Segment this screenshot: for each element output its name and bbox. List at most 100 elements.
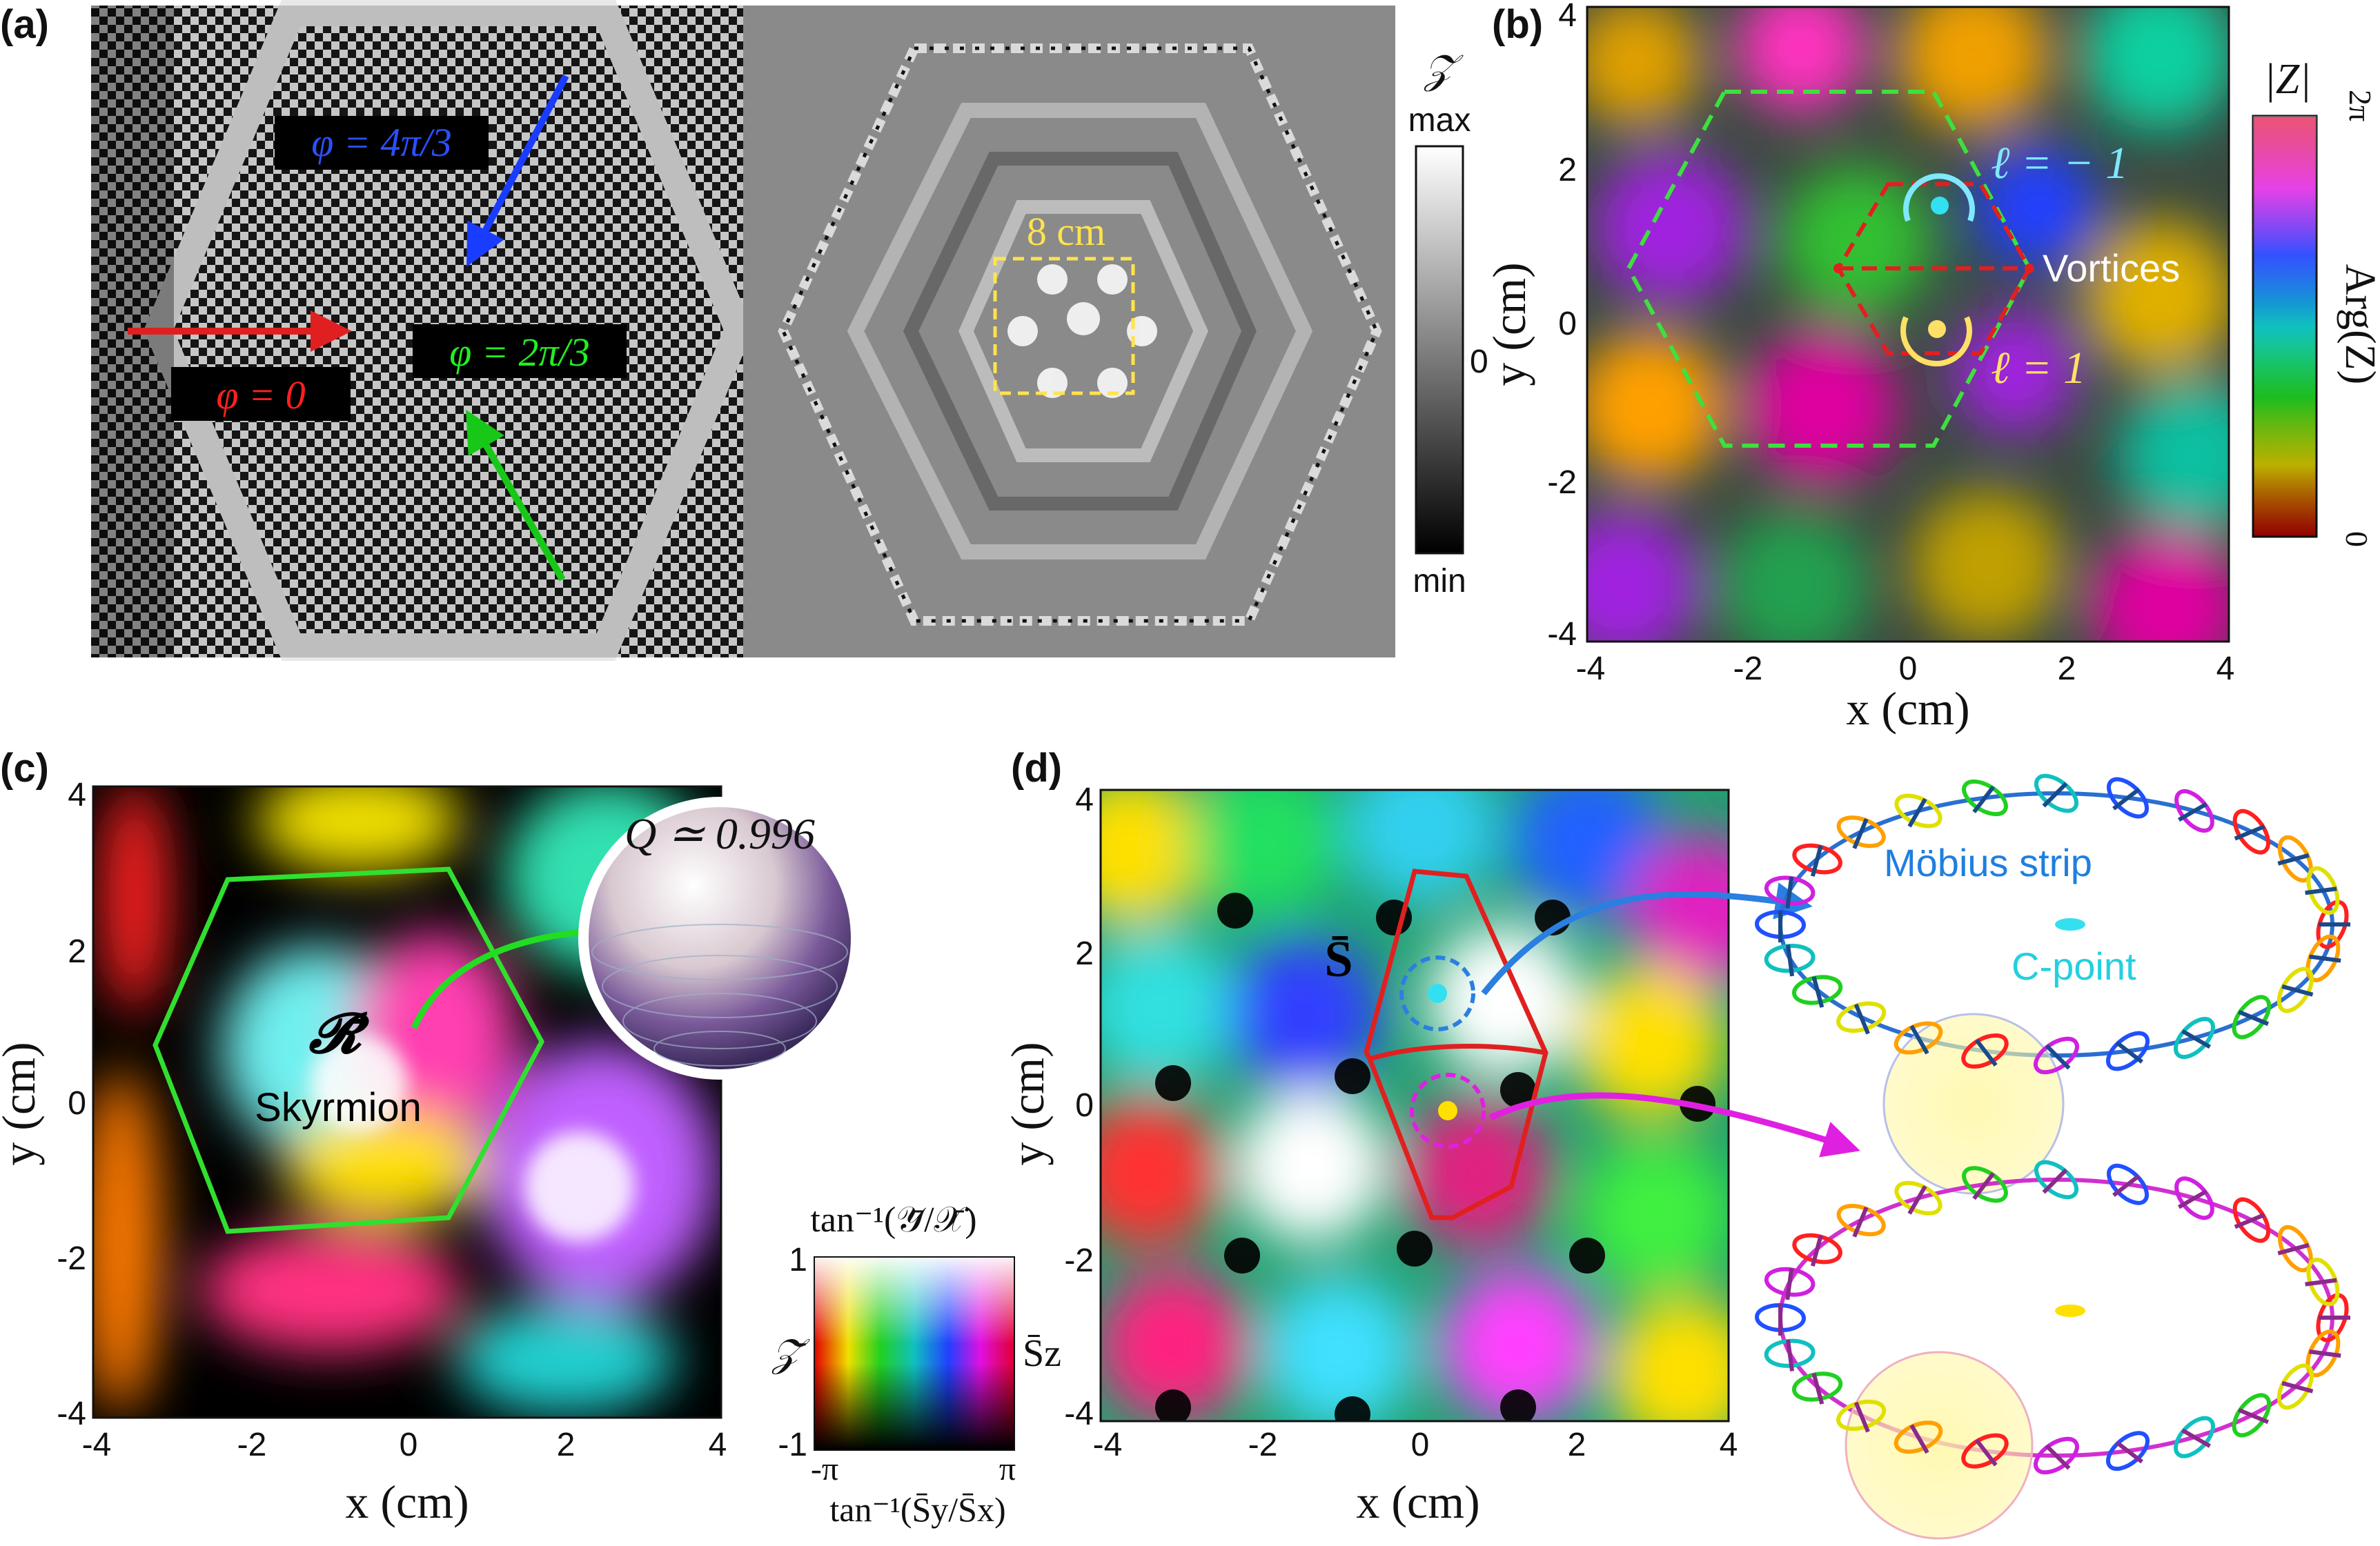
c-xtick-4: 4 xyxy=(709,1427,727,1463)
poincare-sphere xyxy=(589,807,851,1069)
vortex-bottom-label: ℓ = 1 xyxy=(1991,343,2086,393)
spin-arrow xyxy=(2115,1440,2143,1464)
panel-label-c: (c) xyxy=(0,746,49,791)
c-ytick-2: 0 xyxy=(68,1085,86,1122)
colorbar-b-top: 2π xyxy=(2343,90,2378,121)
spin-arrow xyxy=(1786,944,1794,977)
polarization-ellipse xyxy=(2276,1363,2314,1410)
c-xtick-3: 2 xyxy=(557,1427,576,1463)
polarization-ellipse xyxy=(2034,1036,2079,1075)
unit-cell-outline xyxy=(1364,869,1548,1220)
field-maxima xyxy=(1007,264,1157,398)
b-ytick-1: -2 xyxy=(1547,464,1577,501)
spin-arrow xyxy=(1909,1024,1929,1055)
b-ytick-2: 0 xyxy=(1558,306,1577,342)
polarization-ellipse xyxy=(2306,866,2340,915)
colorbar-a-min: min xyxy=(1413,563,1466,599)
spin-arrow xyxy=(2181,1029,2212,1049)
legend-c-xleft: -π xyxy=(811,1451,838,1487)
spin-arrow xyxy=(1974,1038,1998,1067)
cpoint-top-ring xyxy=(1399,955,1475,1031)
panel-label-d: (d) xyxy=(1011,746,1063,791)
arrow-green xyxy=(466,409,566,582)
polarization-ellipse xyxy=(2316,1293,2349,1342)
mobius-strip-top: Möbius strip C-point xyxy=(1755,773,2350,1195)
spin-arrow xyxy=(2277,1242,2310,1256)
colorbar-b-right-title: Arg(Z) xyxy=(2337,264,2380,384)
polarization-ellipse xyxy=(2232,1197,2271,1243)
spin-arrow xyxy=(2112,1174,2141,1198)
colorbar-a-max: max xyxy=(1408,102,1471,139)
phase-label-0: φ = 0 xyxy=(216,373,305,417)
spin-arrow xyxy=(1785,876,1794,909)
colorbar-a-title: 𝒵 xyxy=(1424,47,1464,92)
spin-arrow xyxy=(2305,886,2337,895)
arrow-to-mobius-bottom xyxy=(1489,1092,1860,1158)
d-xtick-0: -4 xyxy=(1093,1427,1123,1463)
panel-c-yticks: -4 -2 0 2 4 xyxy=(57,777,86,1432)
panel-c: 𝓡̄ Skyrmion Q ≃ 0.996 -4 -2 0 2 4 -4 -2 … xyxy=(0,777,1061,1529)
panel-b-xticks: -4 -2 0 2 4 xyxy=(1576,651,2235,687)
spin-arrow xyxy=(2112,787,2141,811)
polarization-ellipse xyxy=(2106,1031,2150,1071)
polarization-ellipse xyxy=(2306,1257,2340,1307)
spin-arrow xyxy=(2309,954,2341,963)
polarization-ellipse xyxy=(2174,1176,2214,1220)
spin-arrow xyxy=(1972,785,1996,813)
cpoint-bottom xyxy=(1438,1101,1457,1120)
legend-c-ybottom: -1 xyxy=(778,1427,807,1463)
c-xtick-1: -2 xyxy=(237,1427,267,1463)
b-xtick-3: 2 xyxy=(2058,651,2076,687)
cpoint-top xyxy=(1428,984,1447,1003)
spin-arrow xyxy=(1852,1206,1869,1238)
green-hexagon xyxy=(1626,90,2032,448)
arrow-blue xyxy=(466,74,569,267)
panel-d-xticks: -4 -2 0 2 4 xyxy=(1093,1427,1738,1463)
polarization-ellipse xyxy=(2316,900,2349,949)
panel-c-xticks: -4 -2 0 2 4 xyxy=(82,1427,727,1463)
polarization-ellipse xyxy=(2174,789,2214,833)
spin-arrow xyxy=(2115,1040,2143,1064)
d-xlabel: x (cm) xyxy=(1356,1476,1479,1528)
spin-arrow xyxy=(1907,1185,1927,1215)
spin-arrow xyxy=(2305,1278,2337,1287)
polarization-ellipse xyxy=(2277,1225,2313,1273)
d-xtick-1: -2 xyxy=(1248,1427,1278,1463)
spin-arrow xyxy=(1907,797,1927,828)
polarization-ellipse xyxy=(2106,1431,2150,1471)
spin-arrow xyxy=(2042,1168,2068,1194)
cpoint-ellipse-top xyxy=(2055,918,2085,931)
spin-arrow xyxy=(2309,1349,2341,1358)
legend-c-left: 𝒵̄ xyxy=(771,1332,810,1375)
colorbar-b-title: |Z| xyxy=(2264,56,2312,103)
cpoint-ellipse-bottom xyxy=(2055,1305,2085,1317)
panel-b: ℓ = − 1 ℓ = 1 Vortices -4 -2 0 2 4 -4 -2… xyxy=(1483,0,2380,735)
b-ytick-4: 4 xyxy=(1558,0,1577,34)
skyrmion-label: Skyrmion xyxy=(255,1085,422,1130)
panel-a: φ = 4π/3 φ = 0 φ = 2π/3 8 cm 𝒵 max 0 min xyxy=(91,0,1488,661)
spin-arrow xyxy=(2277,853,2310,866)
phase-label-4pi3: φ = 4π/3 xyxy=(311,120,451,165)
spin-arrow xyxy=(2177,1189,2207,1209)
vortex-top-marker xyxy=(1931,197,1949,215)
vortices-label: Vortices xyxy=(2043,246,2180,290)
polarization-ellipse xyxy=(2277,835,2313,883)
vortex-bottom-arrow xyxy=(1900,316,1972,367)
spin-arrow xyxy=(2238,1407,2270,1425)
R-symbol: 𝓡̄ xyxy=(308,1004,371,1064)
spin-arrow xyxy=(1810,1234,1823,1267)
b-xtick-2: 0 xyxy=(1899,651,1918,687)
d-ytick-0: -4 xyxy=(1064,1396,1094,1432)
polarization-ellipse xyxy=(2034,1436,2079,1475)
spin-arrow xyxy=(1909,1424,1929,1454)
spin-arrow xyxy=(1974,1438,1998,1467)
d-xtick-4: 4 xyxy=(1720,1427,1738,1463)
spin-arrow xyxy=(1811,975,1825,1008)
b-xlabel: x (cm) xyxy=(1846,682,1969,735)
spin-arrow xyxy=(2042,782,2068,808)
spin-arrow xyxy=(2281,984,2314,997)
polarization-ellipse xyxy=(2276,967,2314,1013)
polarization-ellipse xyxy=(2174,1017,2215,1060)
polarization-ellipse xyxy=(2232,1393,2272,1438)
